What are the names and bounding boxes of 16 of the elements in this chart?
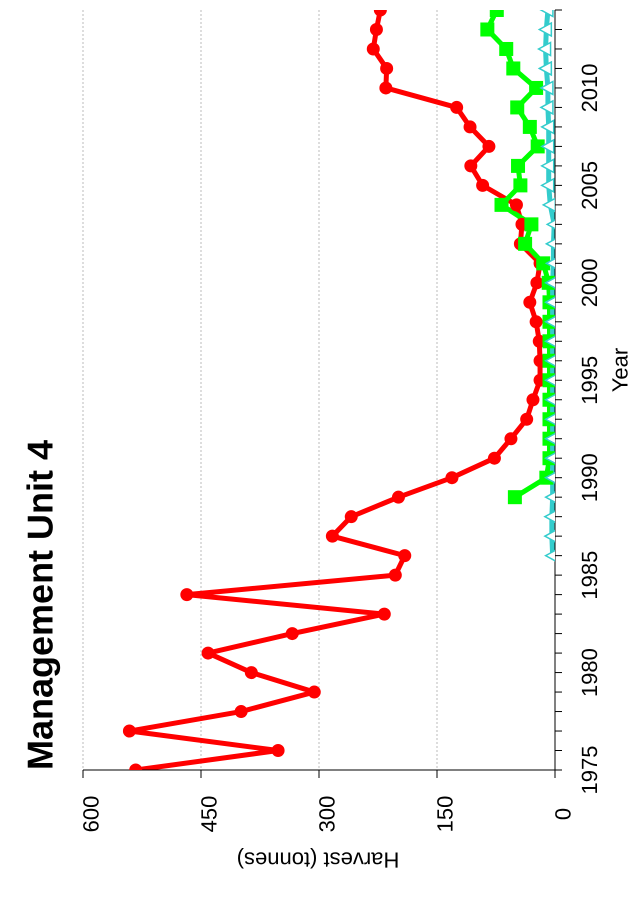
- x-tick-label: 150: [432, 796, 458, 832]
- x-tick-label: 450: [196, 796, 222, 832]
- y-tick-label: 1985: [576, 550, 602, 600]
- x-tick-label: 600: [78, 796, 104, 832]
- x-axis-title: Harvest (tonnes): [236, 848, 400, 872]
- y-tick-label: 1980: [576, 648, 602, 698]
- y-tick-label: 1975: [576, 746, 602, 794]
- y-tick-label: 1995: [576, 356, 602, 405]
- y-tick-label: 2010: [576, 63, 602, 112]
- y-tick-label: 2000: [576, 258, 602, 308]
- text: Management Unit 4: [20, 440, 60, 770]
- y-tick-label: 2005: [576, 160, 602, 210]
- x-tick-label: 300: [314, 796, 340, 832]
- x-tick-label: 0: [550, 808, 576, 820]
- y-axis-title: Year: [608, 348, 632, 392]
- y-tick-label: 1990: [576, 453, 602, 502]
